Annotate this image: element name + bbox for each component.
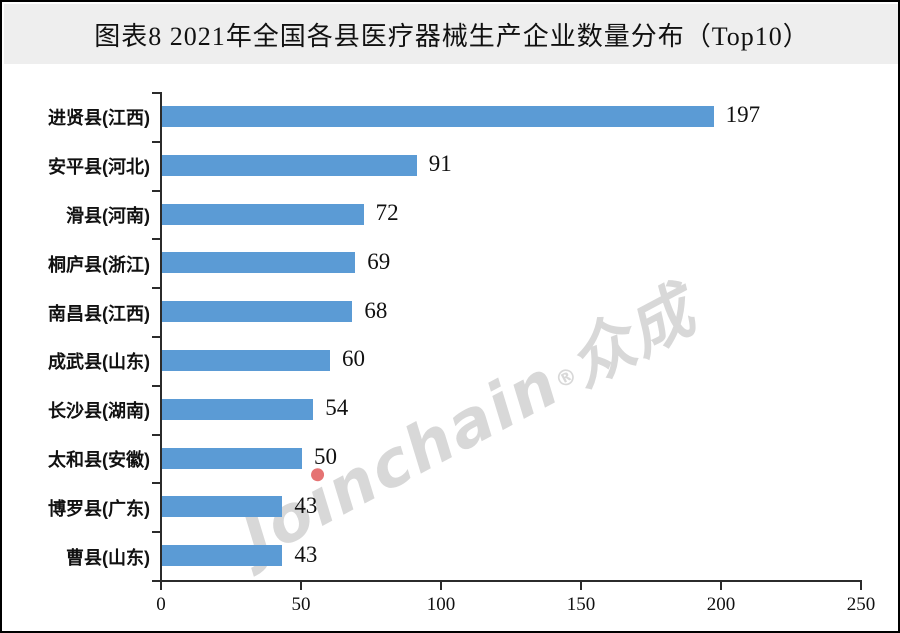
value-label: 43 (294, 492, 318, 518)
y-axis-tick (152, 189, 160, 192)
x-tick-label: 0 (156, 594, 166, 615)
category-label: 太和县(安徽) (48, 450, 150, 470)
y-axis-line (160, 92, 162, 582)
y-axis-tick (152, 140, 160, 143)
x-axis-tick (160, 582, 162, 590)
y-axis-tick (152, 531, 160, 534)
bar (162, 252, 356, 274)
y-axis-tick (152, 287, 160, 290)
value-label: 197 (725, 102, 761, 128)
y-axis-tick (152, 336, 160, 338)
category-label: 博罗县(广东) (48, 498, 150, 519)
y-axis-tick (152, 580, 160, 582)
y-axis-tick (152, 433, 160, 436)
bar (162, 154, 417, 176)
value-label: 54 (325, 395, 349, 421)
x-tick-label: 150 (566, 594, 596, 615)
category-label: 成武县(山东) (48, 352, 150, 373)
x-tick-label: 200 (706, 594, 736, 615)
y-axis-tick (152, 384, 160, 387)
bar (162, 301, 353, 323)
category-label: 进贤县(江西) (48, 108, 150, 129)
chart-title-bar: 图表8 2021年全国各县医疗器械生产企业数量分布（Top10） (4, 4, 898, 64)
category-label: 滑县(河南) (66, 206, 150, 226)
x-tick-label: 50 (291, 594, 311, 615)
value-label: 91 (428, 151, 452, 177)
category-label: 曹县(山东) (66, 547, 150, 568)
bar (162, 447, 302, 469)
plot-area: 进贤县(江西) 197 安平县(河北) 91 滑县(河南) 72 桐庐县(浙江) 69 南昌县(… (4, 64, 898, 631)
chart-title: 图表8 2021年全国各县医疗器械生产企业数量分布（Top10） (94, 21, 810, 51)
value-label: 50 (314, 444, 337, 469)
value-label: 68 (364, 297, 388, 323)
bar (162, 105, 714, 127)
x-axis-tick (580, 582, 582, 590)
x-axis-tick (300, 582, 302, 590)
category-label: 桐庐县(浙江) (48, 254, 150, 275)
category-label: 南昌县(江西) (48, 303, 150, 324)
value-label: 69 (367, 248, 391, 274)
chart-area: Joı nchain®众成 进贤县(江西) 197 安平县(河北) 91 滑县(河南) 72… (4, 64, 898, 631)
value-label: 72 (375, 200, 399, 225)
x-axis-tick (720, 582, 722, 590)
category-label: 安平县(河北) (48, 157, 150, 178)
bar (162, 203, 364, 225)
category-label: 长沙县(湖南) (48, 401, 150, 422)
y-axis-tick (152, 482, 160, 485)
x-tick-label: 250 (846, 594, 876, 615)
y-axis-tick (152, 92, 160, 94)
value-label: 60 (342, 346, 365, 372)
bar (162, 349, 330, 371)
bar (162, 545, 283, 567)
x-axis-tick (440, 582, 442, 590)
x-axis-line (160, 580, 862, 582)
bar (162, 496, 283, 518)
y-axis-tick (152, 238, 160, 241)
x-axis-tick (860, 582, 862, 590)
x-tick-label: 100 (426, 594, 456, 615)
value-label: 43 (294, 541, 318, 567)
bar (162, 398, 314, 420)
